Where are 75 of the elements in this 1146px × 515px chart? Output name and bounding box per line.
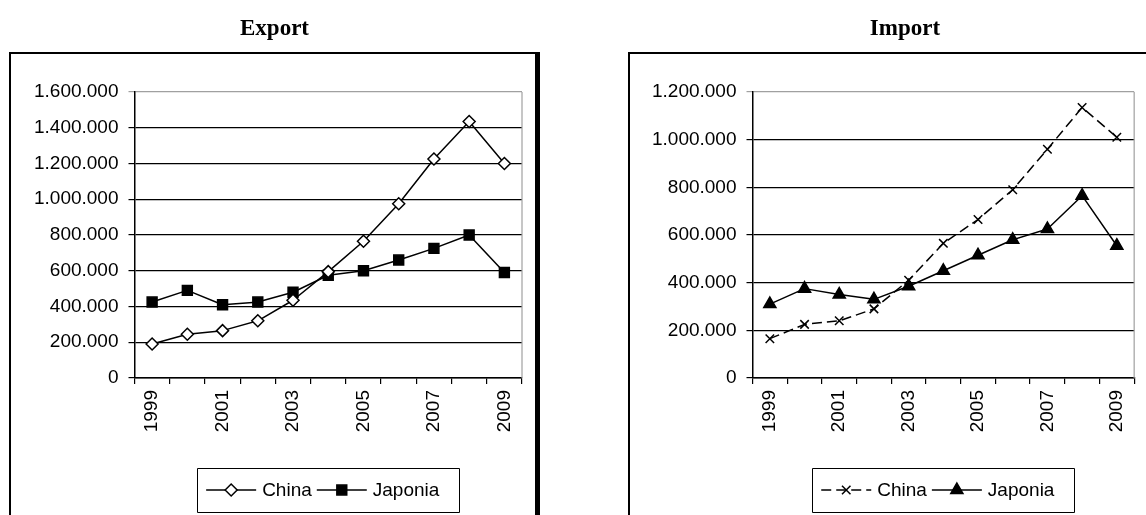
point bbox=[1005, 232, 1020, 245]
y-tick-label: 1.200.000 bbox=[651, 80, 737, 102]
point bbox=[903, 275, 914, 286]
point bbox=[251, 314, 265, 328]
y-tick-label: 1.000.000 bbox=[33, 187, 119, 209]
y-tick-label: 800.000 bbox=[667, 175, 737, 197]
point bbox=[180, 327, 195, 341]
point bbox=[321, 264, 335, 279]
y-tick-label: 1.400.000 bbox=[33, 115, 119, 137]
y-tick-label: 0 bbox=[725, 366, 737, 388]
x-tick-label: 1999 bbox=[140, 390, 162, 433]
point bbox=[797, 280, 812, 293]
point bbox=[216, 299, 229, 311]
legend-label: China bbox=[877, 479, 928, 501]
y-tick-label: 400.000 bbox=[667, 270, 737, 292]
point bbox=[799, 319, 810, 330]
point bbox=[763, 296, 777, 309]
point bbox=[1110, 237, 1124, 250]
point bbox=[357, 265, 370, 277]
y-tick-label: 200.000 bbox=[49, 330, 119, 352]
x-tick-label: 2007 bbox=[422, 390, 444, 433]
x-tick-label: 2005 bbox=[351, 390, 373, 433]
x-tick-label: 2009 bbox=[492, 390, 514, 433]
point bbox=[145, 337, 159, 351]
x-tick-label: 2009 bbox=[1105, 390, 1127, 433]
point bbox=[181, 284, 194, 297]
point bbox=[1040, 221, 1055, 234]
x-tick-label: 2005 bbox=[966, 390, 988, 433]
point bbox=[393, 254, 405, 266]
point bbox=[286, 293, 300, 307]
y-tick-label: 1.000.000 bbox=[651, 127, 737, 149]
point bbox=[1007, 184, 1018, 195]
legend-label: Japonia bbox=[372, 479, 440, 501]
point bbox=[252, 296, 264, 308]
x-tick-label: 2001 bbox=[827, 390, 849, 433]
y-tick-label: 0 bbox=[107, 366, 119, 388]
x-tick-label: 1999 bbox=[758, 390, 780, 433]
point bbox=[1077, 102, 1088, 113]
point bbox=[764, 333, 775, 344]
point bbox=[428, 242, 440, 255]
y-tick-label: 600.000 bbox=[49, 258, 119, 280]
y-tick-label: 400.000 bbox=[49, 294, 119, 316]
point bbox=[867, 291, 881, 304]
point bbox=[971, 247, 985, 260]
x-tick-label: 2007 bbox=[1035, 390, 1057, 433]
y-tick-label: 200.000 bbox=[667, 318, 737, 340]
point bbox=[427, 152, 441, 166]
point bbox=[1111, 132, 1122, 143]
point bbox=[462, 114, 476, 129]
chart-title: Export bbox=[240, 15, 309, 40]
point bbox=[834, 315, 845, 326]
point bbox=[146, 296, 158, 308]
point bbox=[356, 234, 371, 249]
point bbox=[463, 229, 475, 241]
y-tick-label: 800.000 bbox=[49, 223, 119, 245]
y-tick-label: 600.000 bbox=[667, 223, 737, 245]
x-tick-label: 2001 bbox=[210, 390, 232, 433]
legend-label: Japonia bbox=[987, 479, 1055, 501]
point bbox=[1042, 144, 1053, 155]
point bbox=[832, 286, 847, 299]
point bbox=[868, 303, 879, 314]
x-tick-label: 2003 bbox=[896, 390, 918, 433]
point bbox=[498, 266, 511, 279]
point bbox=[215, 323, 230, 338]
point bbox=[936, 263, 951, 275]
point bbox=[938, 238, 949, 249]
x-tick-label: 2003 bbox=[281, 390, 303, 433]
point bbox=[497, 156, 512, 171]
legend-label: China bbox=[262, 479, 313, 501]
point bbox=[1075, 187, 1089, 200]
y-tick-label: 1.200.000 bbox=[33, 151, 119, 173]
chart-title: Import bbox=[869, 15, 941, 40]
point bbox=[973, 214, 984, 225]
y-tick-label: 1.600.000 bbox=[33, 80, 119, 102]
point bbox=[391, 196, 406, 211]
